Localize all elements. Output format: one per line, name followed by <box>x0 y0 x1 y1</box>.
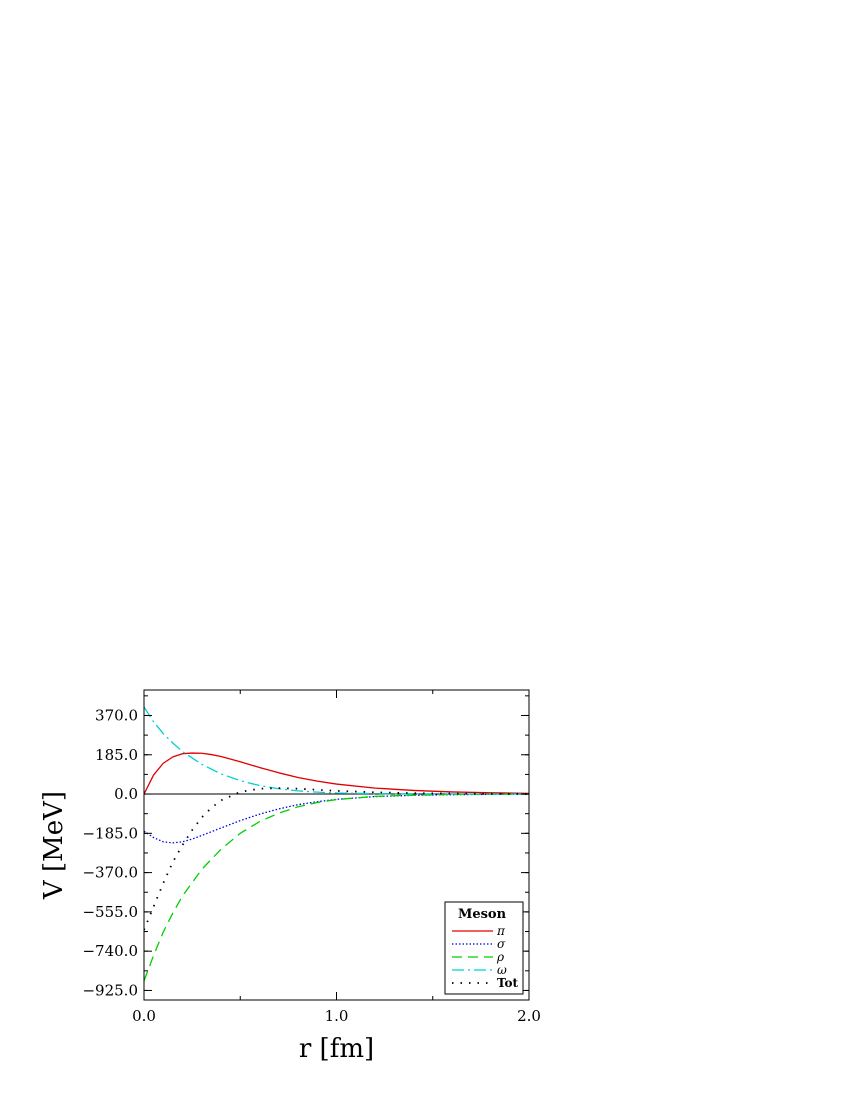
x-tick-label: 2.0 <box>517 1007 541 1025</box>
y-tick-label: −370.0 <box>82 864 138 882</box>
y-tick-label: −185.0 <box>82 824 138 842</box>
legend-label-1: π <box>496 924 506 938</box>
series-line-2 <box>144 793 529 844</box>
y-tick-label: 0.0 <box>114 785 138 803</box>
y-tick-label: −925.0 <box>82 981 138 999</box>
series-layer <box>144 706 529 982</box>
x-tick-label: 0.0 <box>132 1007 156 1025</box>
x-axis-title: r [fm] <box>299 1034 374 1064</box>
y-axis-title: V [MeV] <box>39 791 69 900</box>
legend-title: Meson <box>458 907 507 922</box>
y-tick-label: −555.0 <box>82 903 138 921</box>
y-tick-label: 370.0 <box>95 706 138 724</box>
legend-label-5: Tot <box>497 976 519 990</box>
series-line-1 <box>144 752 529 795</box>
y-tick-label: 185.0 <box>95 746 138 764</box>
y-tick-label: −740.0 <box>82 942 138 960</box>
series-line-4 <box>144 706 529 795</box>
series-line-5 <box>144 787 529 931</box>
legend-label-4: ω <box>497 963 507 977</box>
legend-box <box>444 901 524 995</box>
legend-label-3: ρ <box>496 950 504 964</box>
legend-label-2: σ <box>497 937 506 951</box>
series-line-3 <box>144 793 529 982</box>
x-tick-label: 1.0 <box>325 1007 349 1025</box>
axes-layer: 370.0 185.0 0.0 −185.0 −370.0 −555.0 −740.0 −92… <box>39 689 541 1064</box>
